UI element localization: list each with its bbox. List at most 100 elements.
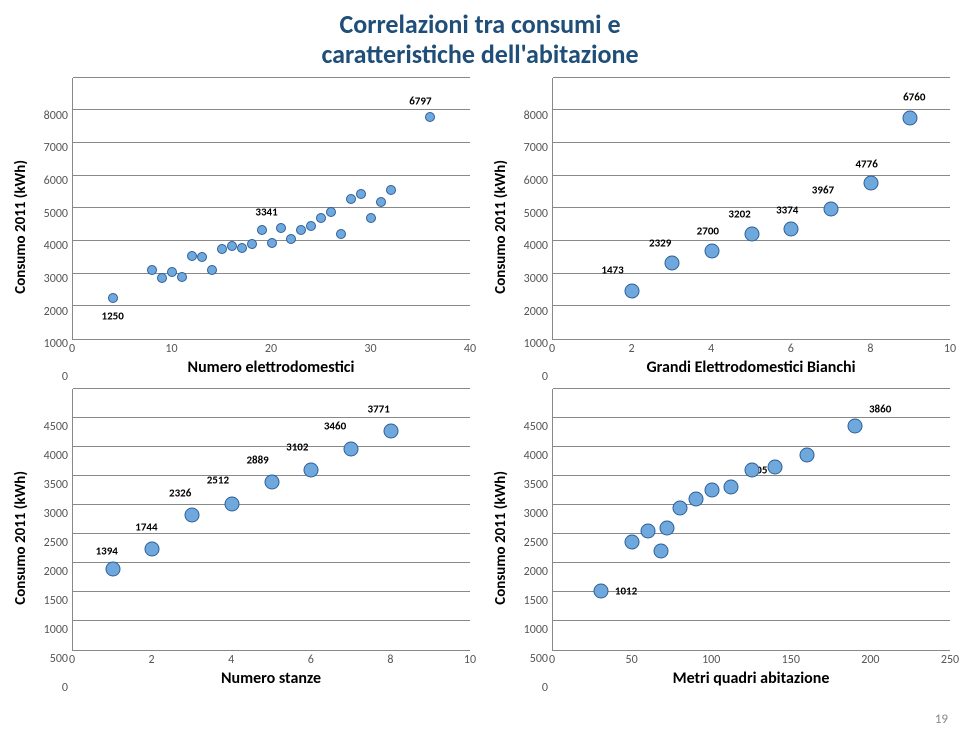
- data-point: [177, 272, 187, 282]
- data-point: [276, 223, 286, 233]
- data-point: [224, 497, 239, 512]
- y-axis: 050010001500200025003000350040004500: [32, 389, 72, 688]
- x-tick-label: 10: [944, 342, 956, 356]
- x-axis-label: Metri quadri abitazione: [552, 669, 950, 688]
- y-tick-label: 8000: [524, 109, 548, 123]
- x-tick-label: 100: [702, 653, 720, 667]
- chart-top-left: Consumo 2011 (kWh)0100020003000400050006…: [10, 78, 470, 377]
- y-tick-label: 3500: [44, 478, 68, 492]
- y-tick-label: 2500: [44, 536, 68, 550]
- data-label: 3460: [324, 420, 346, 433]
- plot-area: 101228053860: [552, 389, 950, 651]
- x-axis-label: Numero stanze: [72, 669, 470, 688]
- y-tick-label: 1000: [44, 337, 68, 351]
- y-tick-label: 4000: [524, 449, 548, 463]
- data-point: [336, 229, 346, 239]
- data-point: [673, 500, 688, 515]
- plot-area: 1250 3341 6797: [72, 78, 470, 340]
- chart-top-right: Consumo 2011 (kWh)0100020003000400050006…: [490, 78, 950, 377]
- data-point: [108, 293, 118, 303]
- data-point: [187, 251, 197, 261]
- data-label: 1473: [601, 264, 623, 277]
- title-line-1: caratteristiche dell'abitazione: [321, 38, 638, 70]
- y-tick-label: 0: [542, 681, 548, 695]
- data-point: [847, 418, 862, 433]
- data-point: [903, 111, 918, 126]
- data-label: 3967: [812, 184, 834, 197]
- data-point: [264, 475, 279, 490]
- data-point: [823, 202, 838, 217]
- y-tick-label: 1000: [524, 337, 548, 351]
- title-line-0: Correlazioni tra consumi e: [339, 8, 620, 40]
- data-point: [316, 213, 326, 223]
- y-axis-label: Consumo 2011 (kWh): [492, 471, 510, 605]
- y-axis: 050010001500200025003000350040004500: [512, 389, 552, 688]
- y-tick-label: 4500: [524, 420, 548, 434]
- y-tick-label: 4000: [44, 239, 68, 253]
- data-point: [257, 225, 267, 235]
- y-tick-label: 6000: [524, 174, 548, 188]
- y-tick-label: 1000: [524, 623, 548, 637]
- chart-grid: Consumo 2011 (kWh) 0 1000 2000 3000 4000 5000 6…: [10, 78, 950, 688]
- y-tick-label: 2000: [44, 565, 68, 579]
- data-point: [376, 197, 386, 207]
- y-tick-label: 8000: [44, 109, 68, 123]
- data-point: [744, 227, 759, 242]
- y-tick-label: 4500: [44, 420, 68, 434]
- x-axis: 010203040: [72, 340, 470, 358]
- data-label: 3202: [728, 208, 750, 221]
- data-point: [197, 252, 207, 262]
- data-point: [237, 243, 247, 253]
- x-tick-label: 40: [464, 342, 476, 356]
- x-axis: 050100150200250: [552, 651, 950, 669]
- data-label: 3341: [255, 205, 277, 218]
- data-label: 2512: [207, 473, 229, 486]
- x-axis: 0246810: [552, 340, 950, 358]
- x-axis-label: Grandi Elettrodomestici Bianchi: [552, 358, 950, 377]
- data-point: [386, 185, 396, 195]
- y-tick-label: 3000: [44, 507, 68, 521]
- data-label: 6797: [409, 94, 431, 107]
- data-point: [653, 544, 668, 559]
- data-point: [665, 255, 680, 270]
- data-point: [641, 523, 656, 538]
- x-tick-label: 200: [861, 653, 879, 667]
- page-number: 19: [935, 712, 948, 727]
- x-axis-label: Numero elettrodomestici: [72, 358, 470, 377]
- chart-title: Correlazioni tra consumi e caratteristic…: [10, 10, 950, 70]
- y-tick-label: 2000: [524, 565, 548, 579]
- data-label: 1250: [102, 309, 124, 322]
- y-tick-label: 0: [62, 681, 68, 695]
- y-tick-label: 3000: [524, 507, 548, 521]
- x-tick-label: 20: [265, 342, 277, 356]
- data-point: [227, 241, 237, 251]
- x-tick-label: 250: [941, 653, 959, 667]
- data-point: [147, 265, 157, 275]
- chart-bottom-left: Consumo 2011 (kWh)0500100015002000250030…: [10, 389, 470, 688]
- x-tick-label: 0: [549, 653, 555, 667]
- y-tick-label: 2000: [44, 305, 68, 319]
- data-point: [207, 265, 217, 275]
- data-label: 1394: [96, 545, 118, 558]
- y-tick-label: 6000: [44, 174, 68, 188]
- data-point: [326, 207, 336, 217]
- data-point: [704, 243, 719, 258]
- data-point: [625, 283, 640, 298]
- data-label: 2326: [169, 487, 191, 500]
- data-point: [306, 221, 316, 231]
- data-point: [167, 267, 177, 277]
- data-point: [304, 462, 319, 477]
- data-point: [366, 213, 376, 223]
- y-tick-label: 2000: [524, 305, 548, 319]
- data-point: [346, 194, 356, 204]
- x-tick-label: 2: [149, 653, 155, 667]
- y-tick-label: 4000: [524, 239, 548, 253]
- y-tick-label: 5000: [524, 207, 548, 221]
- plot-area: 13941744232625122889310234603771: [72, 389, 470, 651]
- data-label: 6760: [903, 91, 925, 104]
- data-point: [217, 244, 227, 254]
- x-tick-label: 10: [464, 653, 476, 667]
- plot-area: 14732329270032023374396747766760: [552, 78, 950, 340]
- y-tick-label: 4000: [44, 449, 68, 463]
- y-tick-label: 3500: [524, 478, 548, 492]
